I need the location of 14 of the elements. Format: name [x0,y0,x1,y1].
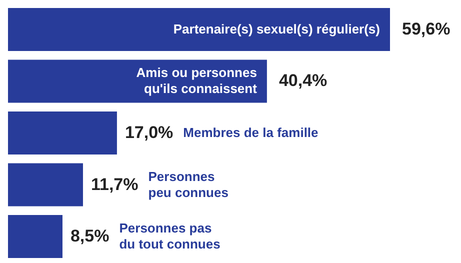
data-label: 8,5% [70,226,110,246]
y-tick-label: Membres de la famille [183,125,318,140]
y-tick-label: Personnes pas du tout connues [119,220,220,252]
y-tick-label: Personnes peu connues [148,168,228,200]
bar [8,8,390,51]
data-label: 40,4% [278,71,328,90]
data-label: 17,0% [124,123,174,142]
bar [8,163,83,206]
y-tick-label: Amis ou personnes qu'ils connaissent [136,65,258,96]
data-label: 59,6% [402,19,450,38]
bar [8,215,62,258]
data-label: 11,7% [90,174,138,194]
bar [8,112,117,154]
y-tick-label: Partenaire(s) sexuel(s) régulier(s) [173,21,380,36]
